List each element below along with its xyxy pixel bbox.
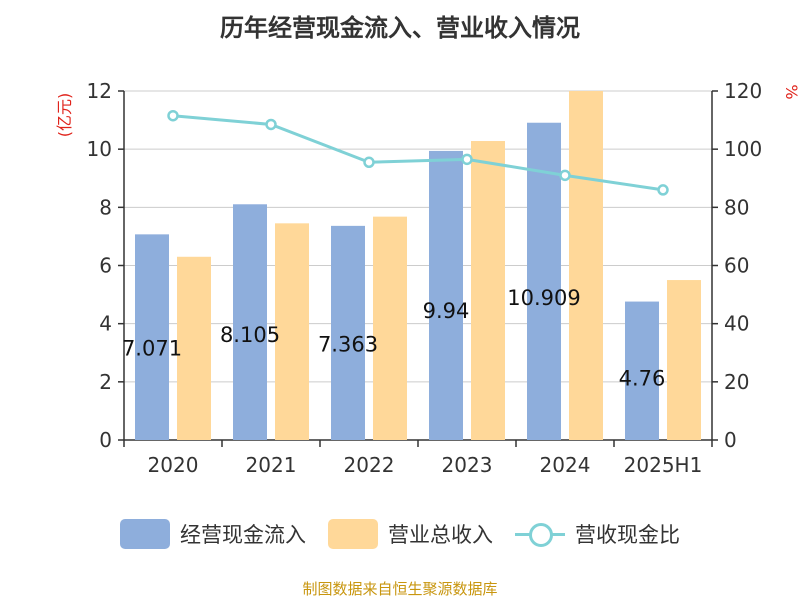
legend: 经营现金流入 营业总收入 营收现金比 [0, 516, 800, 552]
x-tick-label: 2021 [246, 453, 297, 477]
y-tick-label-left: 2 [99, 370, 112, 394]
y-tick-label-left: 6 [99, 254, 112, 278]
line-ratio [172, 114, 664, 192]
y-tick-label-right: 40 [724, 312, 749, 336]
y-tick-label-right: 20 [724, 370, 749, 394]
bar-revenue [569, 91, 603, 440]
legend-swatch-cash-inflow [120, 519, 170, 549]
source-note: 制图数据来自恒生聚源数据库 [302, 580, 498, 598]
data-label-cash-inflow: 10.909 [507, 286, 580, 310]
point-ratio [265, 118, 277, 131]
legend-swatch-revenue [328, 519, 378, 549]
y-tick-label-left: 4 [99, 312, 112, 336]
bar-revenue [471, 141, 505, 441]
legend-swatch-ratio [515, 519, 565, 549]
bar-cash-inflow [135, 234, 169, 440]
x-tick-label: 2025H1 [624, 453, 703, 477]
bar-revenue [275, 223, 309, 440]
legend-item-cash-inflow[interactable]: 经营现金流入 [120, 519, 306, 549]
data-label-cash-inflow: 9.94 [423, 299, 470, 323]
legend-label-ratio: 营收现金比 [575, 523, 680, 547]
legend-label-revenue: 营业总收入 [388, 523, 493, 547]
data-label-cash-inflow: 4.76 [619, 367, 666, 391]
x-tick-label: 2023 [442, 453, 493, 477]
y-tick-label-right: 80 [724, 195, 749, 219]
point-ratio [167, 109, 179, 122]
bar-cash-inflow [625, 301, 659, 440]
point-ratio [559, 169, 571, 182]
y-tick-label-right: 120 [724, 79, 762, 103]
bar-cash-inflow [233, 204, 267, 440]
point-ratio [461, 153, 473, 166]
point-ratio [363, 156, 375, 169]
legend-label-cash-inflow: 经营现金流入 [180, 523, 306, 547]
x-tick-label: 2020 [148, 453, 199, 477]
data-label-cash-inflow: 7.363 [318, 333, 378, 357]
bar-cash-inflow [429, 150, 463, 440]
y-tick-label-right: 60 [724, 254, 749, 278]
chart-title: 历年经营现金流入、营业收入情况 [220, 14, 580, 42]
data-label-cash-inflow: 7.071 [122, 336, 182, 360]
y-tick-label-right: 100 [724, 137, 762, 161]
legend-item-ratio[interactable]: 营收现金比 [515, 519, 680, 549]
y-axis-title-left: (亿元) [55, 93, 74, 138]
legend-marker-ratio [529, 523, 553, 547]
data-label-cash-inflow: 8.105 [220, 323, 280, 347]
y-tick-label-left: 8 [99, 195, 112, 219]
bar-revenue [373, 216, 407, 440]
y-tick-label-right: 0 [724, 428, 737, 452]
bar-revenue [177, 256, 211, 440]
bar-revenue [667, 280, 701, 440]
x-tick-label: 2022 [344, 453, 395, 477]
y-tick-label-left: 10 [87, 137, 112, 161]
point-ratio [657, 184, 669, 196]
bar-cash-inflow [331, 225, 365, 440]
bar-cash-inflow [527, 122, 561, 440]
y-tick-label-left: 12 [87, 79, 112, 103]
y-axis-title-right: % [782, 84, 800, 99]
y-tick-label-left: 0 [99, 428, 112, 452]
legend-item-revenue[interactable]: 营业总收入 [328, 519, 493, 549]
x-tick-label: 2024 [540, 453, 591, 477]
